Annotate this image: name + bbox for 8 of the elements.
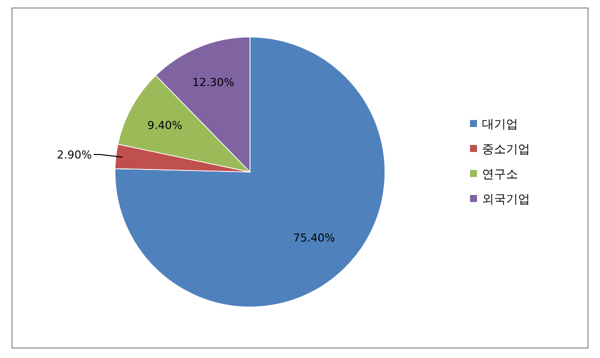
legend-label: 중소기업 xyxy=(482,142,530,156)
data-label: 12.30% xyxy=(192,76,234,89)
data-label: 75.40% xyxy=(293,232,336,245)
legend-label: 대기업 xyxy=(482,117,518,131)
legend-label: 외국기업 xyxy=(482,192,530,206)
legend-label: 연구소 xyxy=(482,167,518,181)
data-label: 2.90% xyxy=(56,148,92,162)
data-label: 9.40% xyxy=(147,119,182,132)
